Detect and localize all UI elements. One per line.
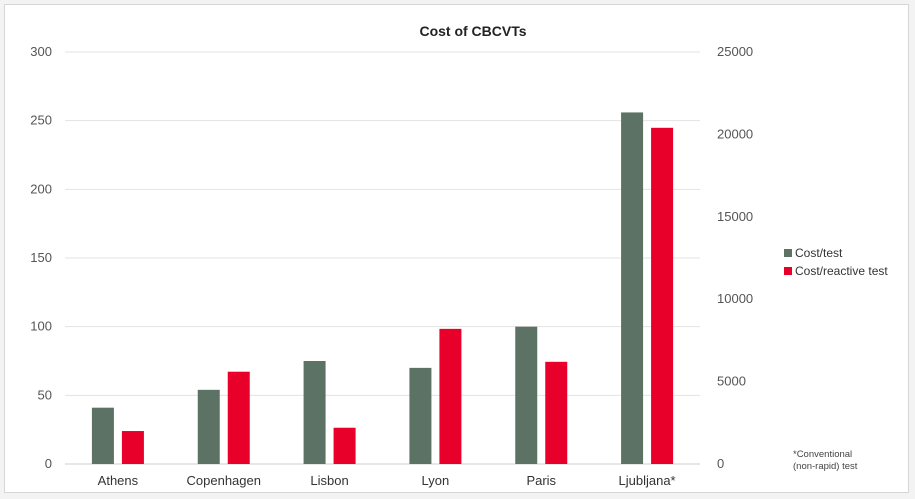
- bars: [91, 112, 674, 465]
- bar-cost-test: [515, 326, 538, 464]
- right-tick-label: 0: [717, 456, 724, 471]
- category-label: Paris: [526, 473, 556, 488]
- chart-title: Cost of CBCVTs: [419, 23, 526, 39]
- left-tick-label: 300: [30, 44, 52, 59]
- left-axis: 0 50 100 150 200 250 300: [30, 44, 52, 471]
- bar-cost-reactive-test: [545, 361, 568, 464]
- left-tick-label: 50: [38, 387, 52, 402]
- legend-label: Cost/test: [795, 246, 843, 260]
- bar-cost-test: [303, 361, 326, 464]
- bar-cost-reactive-test: [121, 431, 144, 464]
- left-tick-label: 250: [30, 113, 52, 128]
- bar-chart: Cost of CBCVTs 0 50 100 150 200 250 300 0 5000 1…: [30, 23, 888, 488]
- right-tick-label: 10000: [717, 291, 753, 306]
- right-tick-label: 25000: [717, 44, 753, 59]
- bar-cost-test: [409, 367, 432, 464]
- category-label: Copenhagen: [187, 473, 261, 488]
- category-label: Athens: [98, 473, 139, 488]
- bar-cost-test: [91, 407, 114, 464]
- legend-label: Cost/reactive test: [795, 264, 888, 278]
- right-tick-label: 5000: [717, 374, 746, 389]
- category-label: Lisbon: [310, 473, 348, 488]
- legend-swatch: [784, 267, 792, 275]
- left-tick-label: 100: [30, 319, 52, 334]
- gridlines: [65, 51, 700, 465]
- footnote-line: (non-rapid) test: [793, 461, 858, 472]
- category-axis: Athens Copenhagen Lisbon Lyon Paris Ljubljana…: [98, 473, 676, 488]
- left-tick-label: 150: [30, 250, 52, 265]
- footnote: *Conventional(non-rapid) test: [793, 449, 858, 472]
- bar-cost-test: [197, 389, 220, 464]
- category-label: Ljubljana*: [619, 473, 676, 488]
- right-tick-label: 15000: [717, 209, 753, 224]
- right-axis: 0 5000 10000 15000 20000 25000: [717, 44, 753, 471]
- legend-swatch: [784, 249, 792, 257]
- right-tick-label: 20000: [717, 126, 753, 141]
- footnote-line: *Conventional: [793, 449, 852, 460]
- category-label: Lyon: [422, 473, 450, 488]
- bar-cost-reactive-test: [439, 328, 462, 464]
- left-tick-label: 0: [45, 456, 52, 471]
- bar-cost-test: [621, 112, 644, 464]
- left-tick-label: 200: [30, 181, 52, 196]
- bar-cost-reactive-test: [227, 371, 250, 464]
- bar-cost-reactive-test: [651, 127, 674, 465]
- legend: Cost/test Cost/reactive test: [784, 246, 888, 278]
- bar-cost-reactive-test: [333, 427, 356, 464]
- chart-frame: Cost of CBCVTs 0 50 100 150 200 250 300 0 5000 1…: [4, 4, 909, 493]
